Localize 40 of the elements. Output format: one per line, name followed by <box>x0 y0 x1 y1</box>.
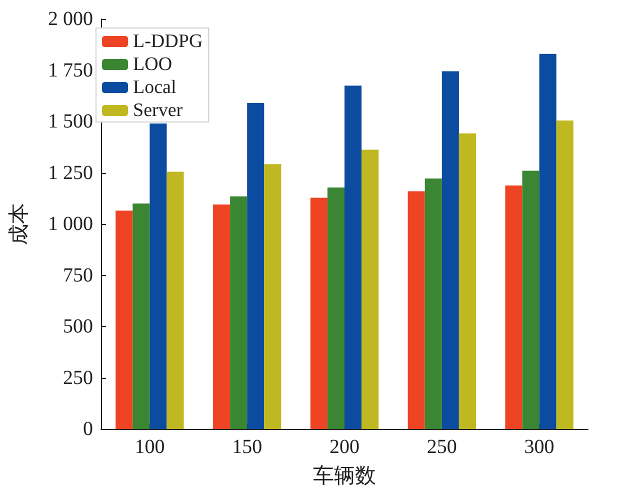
bar <box>539 54 556 429</box>
bar <box>132 204 150 429</box>
x-tick-label: 150 <box>232 436 262 458</box>
bar <box>458 133 476 429</box>
bar <box>310 198 328 429</box>
y-tick-label: 1 250 <box>48 162 93 184</box>
bar <box>522 170 540 429</box>
y-tick-label: 2 000 <box>48 8 93 30</box>
bar <box>556 120 574 429</box>
bar <box>424 178 442 429</box>
y-tick-label: 1 000 <box>48 213 93 235</box>
y-tick-label: 500 <box>63 316 93 338</box>
bar <box>344 86 362 429</box>
legend-label: L-DDPG <box>133 31 203 52</box>
x-axis-title: 车辆数 <box>313 464 376 488</box>
bar <box>264 164 282 429</box>
bar <box>505 185 522 429</box>
legend-label: Local <box>133 77 176 98</box>
bar <box>213 204 230 429</box>
y-tick-label: 1 500 <box>48 110 93 132</box>
y-tick-label: 1 750 <box>48 59 93 82</box>
y-tick-label: 0 <box>83 418 93 440</box>
legend-label: Server <box>133 100 184 121</box>
bar <box>408 191 425 429</box>
bar <box>166 172 184 429</box>
bar <box>230 196 248 429</box>
x-tick-label: 300 <box>524 436 554 458</box>
y-axis-title: 成本 <box>6 203 30 245</box>
y-tick-label: 250 <box>63 366 93 389</box>
bar <box>116 210 133 429</box>
x-tick-label: 200 <box>330 436 360 458</box>
bar <box>442 71 459 429</box>
bar <box>247 103 264 429</box>
legend-label: LOO <box>133 54 172 75</box>
bar <box>327 188 344 429</box>
bar <box>362 150 379 429</box>
x-tick-label: 100 <box>134 436 165 458</box>
y-tick-label: 750 <box>63 264 93 286</box>
bar <box>150 124 167 429</box>
x-tick-label: 250 <box>426 436 457 458</box>
